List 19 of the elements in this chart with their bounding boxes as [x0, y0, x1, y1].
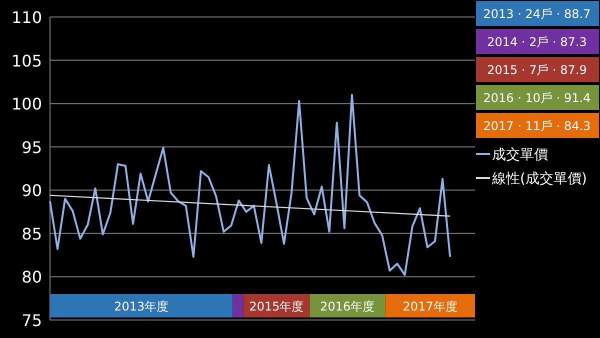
legend-label: 成交單價: [492, 147, 548, 163]
y-tick-label: 80: [22, 268, 42, 287]
text: 2014 · 2戶 · 87.3: [487, 35, 587, 49]
y-tick-label: 85: [22, 224, 42, 244]
annotation: 2015年度: [249, 300, 304, 314]
annotation: 2013年度: [114, 300, 169, 314]
text: 2017 · 11戶 · 84.3: [483, 119, 591, 133]
y-tick-label: 110: [11, 8, 42, 27]
text: 2016 · 10戶 · 91.4: [483, 91, 591, 105]
annotation: 2017年度: [402, 300, 458, 314]
y-tick-label: 100: [11, 94, 42, 114]
y-tick-label: 105: [11, 51, 42, 70]
y-tick-label: 75: [22, 311, 42, 330]
legend-label: 線性(成交單價): [491, 171, 587, 187]
text: 2013 · 24戶 · 88.7: [483, 7, 591, 21]
y-tick-label: 90: [22, 181, 42, 200]
annotation: 2016年度: [320, 300, 375, 314]
y-tick-label: 95: [22, 138, 42, 157]
text: 2015 · 7戶 · 87.9: [487, 63, 587, 77]
